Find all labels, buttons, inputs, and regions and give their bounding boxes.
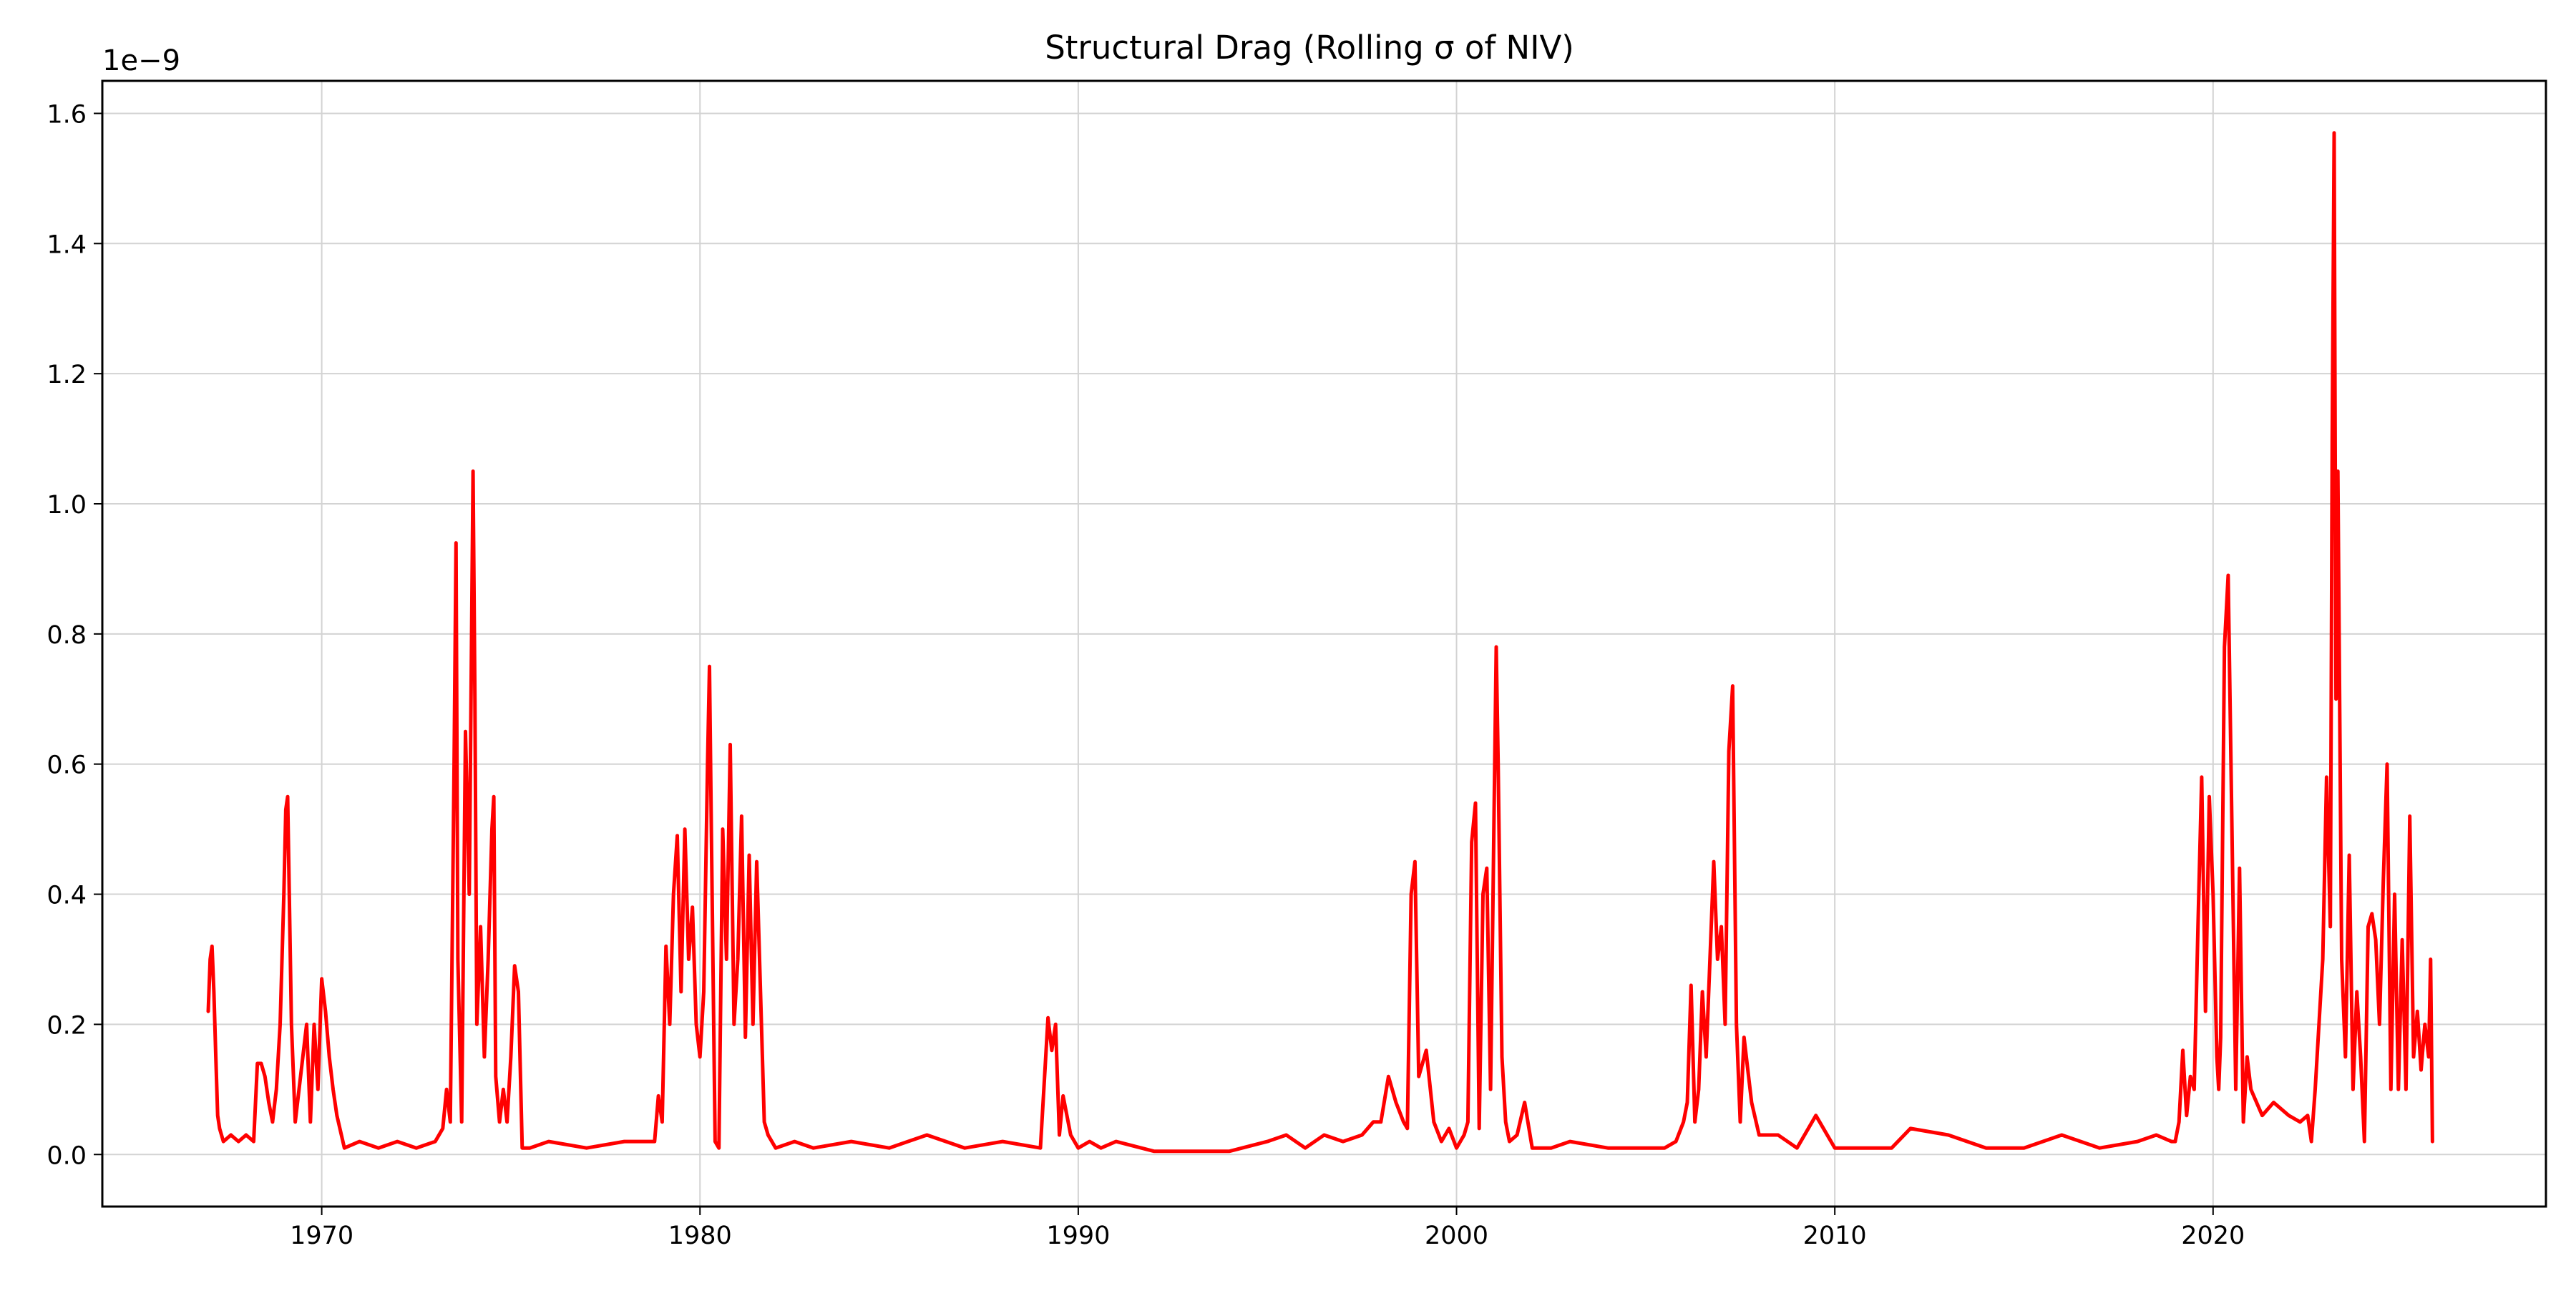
y-tick-label: 0.8 [47, 621, 87, 650]
y-tick-label: 0.6 [47, 751, 87, 780]
series-line [206, 131, 2434, 1154]
y-tick-label: 1.2 [47, 361, 87, 389]
plot-frame [101, 79, 2547, 1208]
y-tick-label: 1.6 [47, 100, 87, 129]
x-tick-label: 1970 [290, 1222, 353, 1250]
chart-title: Structural Drag (Rolling σ of NIV) [1045, 29, 1574, 67]
grid-layer [102, 81, 2546, 1207]
y-tick-label: 0.2 [47, 1011, 87, 1040]
x-axis: 1970 1980 1990 2000 2010 2020 [290, 1207, 2245, 1250]
series-layer [206, 131, 2434, 1154]
x-tick-label: 2020 [2181, 1222, 2245, 1250]
x-tick-label: 1990 [1046, 1222, 1110, 1250]
x-tick-label: 2000 [1425, 1222, 1488, 1250]
x-tick-label: 1980 [668, 1222, 732, 1250]
y-offset-label: 1e−9 [102, 44, 180, 77]
x-tick-label: 2010 [1803, 1222, 1867, 1250]
y-tick-label: 0.4 [47, 882, 87, 910]
y-tick-label: 1.0 [47, 491, 87, 520]
y-tick-label: 1.4 [47, 230, 87, 259]
y-axis: 0.0 0.2 0.4 0.6 0.8 1.0 1.2 1.4 1.6 [47, 100, 102, 1170]
y-tick-label: 0.0 [47, 1141, 87, 1170]
